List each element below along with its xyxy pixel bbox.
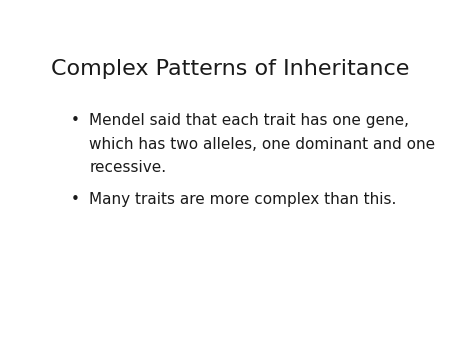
Text: which has two alleles, one dominant and one: which has two alleles, one dominant and … [90, 137, 436, 152]
Text: Complex Patterns of Inheritance: Complex Patterns of Inheritance [51, 59, 410, 79]
Text: Mendel said that each trait has one gene,: Mendel said that each trait has one gene… [90, 114, 410, 128]
Text: •: • [71, 192, 80, 207]
Text: Many traits are more complex than this.: Many traits are more complex than this. [90, 192, 397, 207]
Text: •: • [71, 114, 80, 128]
Text: recessive.: recessive. [90, 160, 166, 175]
